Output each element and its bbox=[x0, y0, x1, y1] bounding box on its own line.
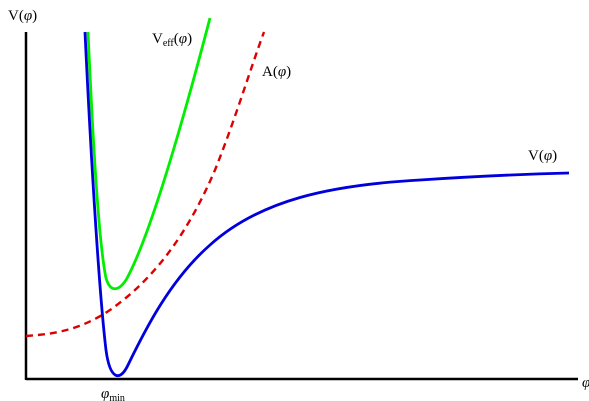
y-axis-label: V(φ) bbox=[8, 8, 37, 24]
curve-A bbox=[25, 31, 266, 338]
Veff-label: Veff(φ) bbox=[152, 31, 192, 49]
curve-V bbox=[83, 31, 570, 378]
V-label: V(φ) bbox=[528, 148, 557, 164]
phi-min-label: φmin bbox=[101, 386, 125, 401]
A-label: A(φ) bbox=[262, 64, 291, 80]
x-axis-label: φ bbox=[582, 375, 589, 391]
curve-Veff bbox=[86, 17, 212, 291]
